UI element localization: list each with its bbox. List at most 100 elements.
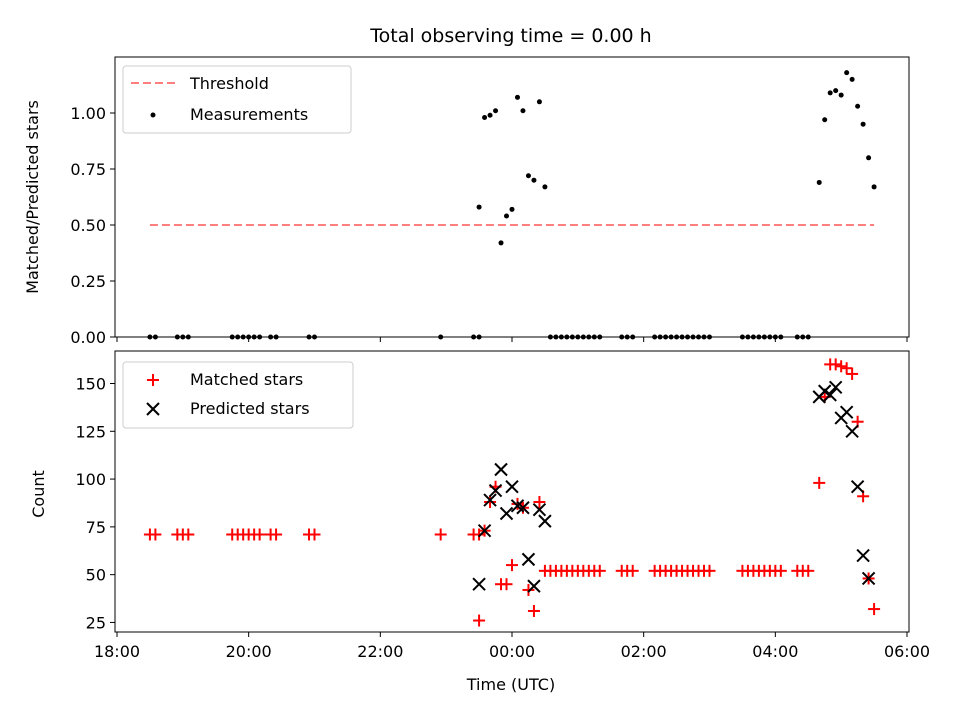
matched-star-point: [253, 528, 266, 541]
bottom-legend: Matched stars Predicted stars: [122, 361, 354, 429]
matched-star-point: [434, 528, 447, 541]
top-ytick-label: 0.50: [70, 216, 106, 235]
measurement-point: [487, 112, 493, 118]
matched-star-point: [703, 564, 716, 577]
legend-predicted-label: Predicted stars: [190, 399, 310, 418]
matched-star-point: [506, 559, 518, 572]
bottom-ytick-label: 125: [75, 422, 106, 441]
bottom-ytick-label: 75: [86, 518, 106, 537]
bottom-xtick-label: 18:00: [94, 642, 140, 661]
top-ytick-label: 0.25: [70, 272, 106, 291]
matched-star-point: [868, 603, 881, 616]
measurement-point: [531, 177, 537, 183]
matched-star-point: [308, 528, 321, 541]
predicted-star-point: [472, 577, 486, 591]
top-ylabel: Matched/Predicted stars: [23, 100, 42, 294]
matched-star-point: [522, 583, 535, 596]
predicted-star-point: [856, 548, 870, 563]
predicted-star-point: [527, 579, 541, 593]
matched-star-point: [182, 528, 195, 541]
matched-star-point: [270, 528, 283, 541]
matched-star-point: [846, 367, 859, 380]
measurement-point: [855, 103, 861, 109]
top-axes-frame: [114, 56, 910, 338]
top-legend: Threshold Measurements: [122, 65, 352, 134]
predicted-star-point: [823, 388, 837, 402]
measurement-point: [498, 240, 504, 246]
measurement-point: [476, 204, 482, 210]
measurement-point: [816, 179, 822, 185]
bottom-plot-area: [143, 358, 881, 627]
predicted-star-point: [828, 380, 843, 395]
bottom-xtick-label: 04:00: [752, 642, 798, 661]
measurement-point: [844, 70, 850, 76]
measurement-point: [493, 108, 499, 114]
measurement-point: [827, 90, 833, 96]
bottom-ytick-label: 150: [75, 374, 106, 393]
top-ytick-label: 0.00: [70, 328, 106, 347]
legend-measurements-label: Measurements: [190, 105, 308, 124]
top-panel: Total observing time = 0.00 h Matched/Pr…: [23, 25, 910, 347]
matched-star-point: [813, 476, 826, 489]
predicted-star-point: [521, 552, 536, 567]
predicted-star-point: [477, 523, 492, 538]
measurement-point: [838, 92, 844, 98]
legend-threshold-label: Threshold: [189, 74, 269, 93]
measurement-point: [822, 117, 828, 123]
matched-star-point: [802, 564, 815, 577]
measurement-point: [525, 173, 531, 179]
predicted-star-point: [861, 571, 876, 586]
matched-star-point: [533, 496, 546, 509]
predicted-star-point: [494, 462, 508, 477]
predicted-star-point: [845, 424, 859, 438]
bottom-ytick-label: 50: [86, 566, 106, 585]
predicted-star-point: [516, 501, 530, 515]
matched-star-point: [500, 578, 513, 591]
measurement-point: [849, 76, 855, 82]
predicted-star-point: [538, 514, 552, 528]
top-title: Total observing time = 0.00 h: [369, 25, 651, 47]
predicted-star-point: [505, 480, 519, 494]
bottom-xlabel: Time (UTC): [466, 675, 555, 694]
predicted-star-point: [850, 480, 865, 494]
measurement-point: [866, 155, 872, 161]
measurement-point: [860, 121, 866, 127]
measurement-point: [482, 114, 488, 120]
matched-star-point: [473, 614, 486, 627]
measurement-point: [833, 88, 839, 94]
measurement-point: [509, 206, 515, 212]
matched-star-point: [149, 528, 162, 541]
legend-predicted-swatch: [146, 402, 160, 416]
bottom-axes-frame: [114, 350, 910, 633]
bottom-yticks: 25 50 75 100 125 150: [75, 374, 115, 632]
measurement-point: [871, 184, 877, 190]
bottom-xticks: 18:00 20:00 22:00 00:00 02:00 04:00 06:00: [94, 632, 930, 661]
bottom-ylabel: Count: [29, 470, 48, 518]
bottom-ytick-label: 100: [75, 470, 106, 489]
matched-star-point: [774, 564, 787, 577]
bottom-xtick-label: 02:00: [621, 642, 667, 661]
measurement-point: [504, 213, 510, 219]
measurement-point: [520, 108, 526, 114]
predicted-star-point: [488, 483, 503, 498]
top-yticks: 0.00 0.25 0.50 0.75 1.00: [70, 104, 115, 347]
bottom-panel: Count Time (UTC) 25 50 75 100 125 150 18:00 20…: [29, 350, 930, 694]
bottom-xtick-label: 20:00: [226, 642, 272, 661]
matched-star-point: [593, 564, 606, 577]
bottom-ytick-label: 25: [86, 613, 106, 632]
bottom-xtick-label: 06:00: [884, 642, 930, 661]
measurement-point: [536, 99, 542, 105]
measurement-point: [514, 94, 520, 100]
legend-matched-swatch: [147, 374, 159, 386]
predicted-star-point: [499, 506, 514, 521]
predicted-star-point: [483, 493, 497, 507]
matched-star-point: [840, 362, 853, 375]
top-ytick-label: 0.75: [70, 160, 106, 179]
matched-star-point: [484, 496, 497, 509]
bottom-xtick-label: 22:00: [357, 642, 403, 661]
measurement-point: [542, 184, 548, 190]
matched-star-point: [626, 564, 639, 577]
legend-matched-label: Matched stars: [190, 370, 303, 389]
matched-star-point: [835, 360, 848, 373]
